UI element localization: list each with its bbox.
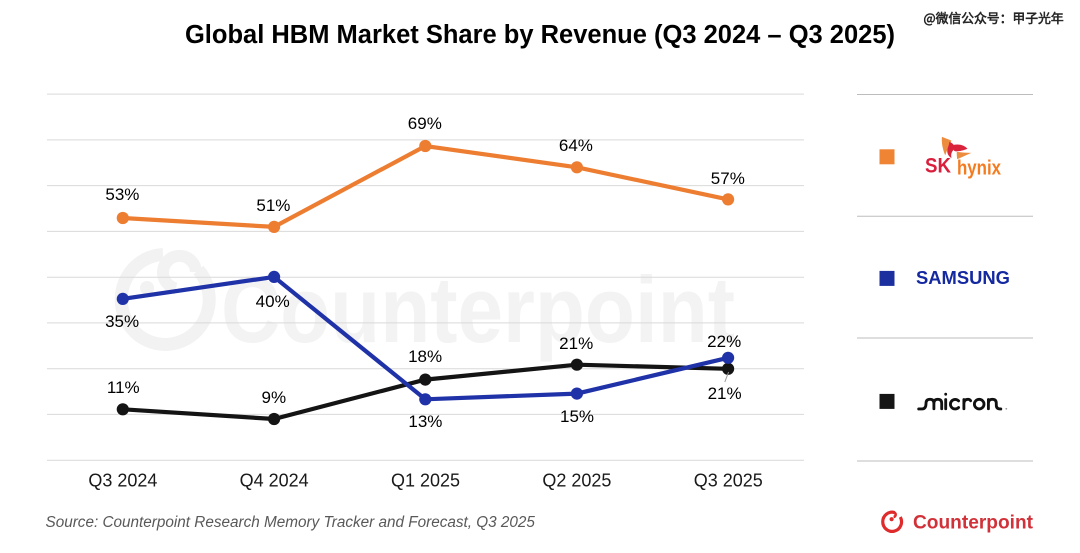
- svg-text:Counterpoint: Counterpoint: [221, 257, 735, 362]
- svg-text:SAMSUNG: SAMSUNG: [916, 268, 1010, 288]
- svg-text:Counterpoint: Counterpoint: [913, 512, 1033, 534]
- svg-text:SK: SK: [925, 155, 951, 178]
- svg-text:hynix: hynix: [957, 158, 1001, 180]
